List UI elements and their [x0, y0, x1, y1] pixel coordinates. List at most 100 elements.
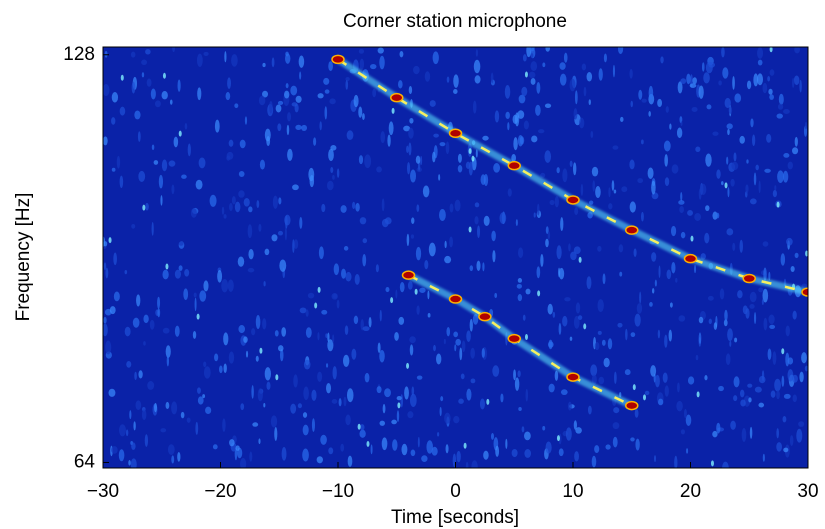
noise-speckle [694, 212, 702, 221]
noise-speckle [490, 433, 495, 440]
noise-speckle [474, 75, 481, 84]
noise-speckle [774, 378, 781, 392]
noise-speckle [409, 393, 417, 407]
noise-speckle [511, 154, 517, 162]
noise-speckle [344, 325, 349, 336]
noise-speckle [769, 94, 774, 100]
noise-speckle [332, 334, 335, 344]
noise-speckle [279, 259, 287, 272]
noise-speckle [231, 54, 238, 67]
noise-speckle [174, 269, 181, 279]
noise-speckle [338, 398, 342, 407]
noise-speckle [243, 197, 250, 207]
noise-speckle [149, 319, 155, 330]
noise-speckle [357, 423, 361, 430]
noise-speckle [105, 267, 109, 279]
noise-speckle [178, 130, 182, 137]
noise-speckle [161, 90, 168, 100]
noise-speckle [521, 86, 528, 97]
noise-speckle [761, 298, 764, 306]
noise-speckle [507, 122, 510, 131]
noise-speckle [680, 121, 683, 126]
noise-speckle [686, 73, 691, 85]
noise-speckle [234, 201, 241, 213]
noise-speckle [530, 78, 536, 85]
noise-speckle [762, 288, 769, 303]
noise-speckle [665, 106, 669, 113]
noise-speckle [324, 106, 328, 120]
noise-speckle [180, 411, 185, 419]
noise-speckle [247, 267, 255, 273]
noise-speckle [572, 162, 577, 176]
noise-speckle [574, 451, 579, 462]
noise-speckle [757, 73, 764, 86]
noise-speckle [769, 324, 776, 329]
noise-speckle [431, 446, 438, 456]
noise-speckle [545, 226, 549, 235]
noise-speckle [231, 196, 236, 205]
noise-speckle [177, 451, 181, 462]
track-point [683, 253, 698, 264]
noise-speckle [734, 93, 742, 103]
noise-speckle [597, 330, 602, 335]
noise-speckle [680, 192, 683, 202]
noise-speckle [401, 443, 408, 456]
noise-speckle [345, 271, 352, 282]
noise-speckle [721, 47, 725, 58]
noise-speckle [454, 344, 457, 352]
noise-speckle [524, 71, 528, 78]
noise-speckle [113, 291, 120, 302]
noise-speckle [554, 196, 559, 208]
noise-speckle [535, 104, 541, 116]
noise-speckle [505, 438, 508, 450]
noise-speckle [776, 428, 779, 439]
noise-speckle [407, 281, 413, 290]
noise-speckle [495, 445, 500, 457]
noise-speckle [319, 121, 322, 131]
noise-speckle [245, 350, 249, 358]
noise-speckle [147, 381, 155, 390]
noise-speckle [124, 326, 131, 337]
noise-speckle [726, 123, 733, 130]
noise-speckle [564, 297, 571, 302]
noise-speckle [380, 131, 386, 144]
noise-speckle [427, 290, 430, 300]
noise-speckle [134, 371, 137, 381]
noise-speckle [439, 406, 442, 417]
noise-speckle [570, 251, 577, 261]
noise-speckle [379, 420, 386, 426]
noise-speckle [575, 427, 582, 434]
noise-speckle [125, 429, 129, 437]
noise-speckle [764, 168, 771, 173]
noise-speckle [639, 291, 642, 304]
noise-speckle [678, 200, 685, 205]
noise-speckle [749, 426, 753, 439]
noise-speckle [194, 297, 197, 312]
noise-speckle [677, 382, 680, 393]
noise-speckle [518, 247, 524, 259]
noise-speckle [138, 170, 146, 183]
noise-speckle [299, 71, 302, 80]
noise-speckle [157, 308, 161, 318]
noise-speckle [165, 263, 169, 270]
noise-speckle [705, 205, 710, 212]
noise-speckle [444, 255, 452, 264]
noise-speckle [777, 103, 784, 110]
noise-speckle [332, 174, 335, 180]
noise-speckle [118, 449, 125, 462]
noise-speckle [575, 302, 581, 314]
noise-speckle [141, 59, 148, 66]
noise-speckle [415, 246, 422, 261]
noise-speckle [704, 375, 708, 381]
noise-speckle [277, 230, 284, 236]
noise-speckle [336, 299, 340, 309]
track-point [448, 128, 463, 139]
noise-speckle [739, 135, 745, 144]
noise-speckle [710, 460, 714, 467]
noise-speckle [651, 288, 655, 294]
track-point [801, 287, 808, 297]
noise-speckle [492, 365, 500, 377]
noise-speckle [184, 268, 190, 277]
noise-speckle [574, 207, 579, 216]
track-point [566, 195, 580, 205]
